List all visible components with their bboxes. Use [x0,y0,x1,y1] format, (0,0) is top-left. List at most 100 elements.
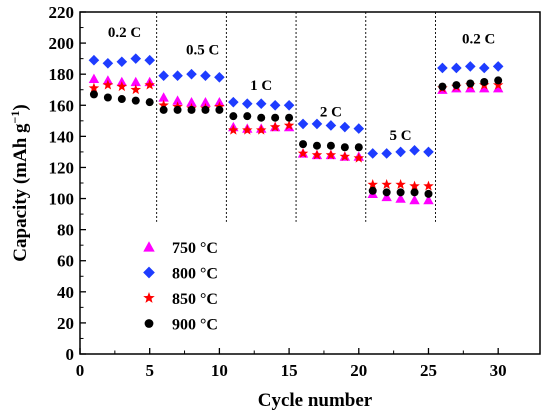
y-tick-label: 80 [57,221,74,240]
rate-label: 0.2 C [108,25,141,41]
data-point-circle [285,113,294,122]
data-point-circle [410,188,419,197]
y-tick-label: 200 [49,34,75,53]
data-point-circle [326,141,335,150]
rate-label: 0.2 C [462,31,495,47]
x-tick-label: 0 [76,361,85,380]
data-point-triangle [172,95,183,105]
data-point-circle [382,188,391,197]
data-point-diamond [102,58,114,69]
data-point-star [283,119,295,130]
data-point-triangle [130,76,141,87]
data-point-star [395,179,406,189]
data-point-star [409,180,420,191]
data-point-diamond [214,71,225,83]
data-point-diamond [451,62,462,74]
data-point-star [325,149,337,160]
data-point-diamond [423,146,434,158]
data-point-diamond [116,56,128,68]
data-point-circle [368,186,377,195]
rate-label: 2 C [320,104,342,120]
rate-label: 5 C [390,128,412,144]
x-tick-label: 10 [211,361,228,380]
data-point-triangle [381,191,392,202]
data-point-circle [494,76,503,85]
rate-label: 1 C [250,78,272,94]
legend: 750 °C 800 °C 850 °C 900 °C [143,240,218,334]
data-point-star [492,79,504,90]
data-point-triangle [409,194,420,205]
data-point-circle [354,143,363,152]
legend-label: 900 °C [172,317,218,334]
data-point-triangle [158,92,169,102]
y-axis-title: Capacity (mAh g−1) [8,104,31,261]
data-point-star [130,84,141,95]
data-point-star [255,124,267,135]
legend-marker-star [143,291,155,303]
data-marks-layer [88,53,504,205]
data-point-triangle [88,73,100,84]
data-point-star [102,79,114,90]
data-point-circle [438,82,447,91]
data-point-circle [187,105,196,114]
legend-label: 800 °C [172,266,218,283]
data-point-diamond [200,70,211,82]
data-point-diamond [283,99,295,111]
data-point-diamond [255,98,267,110]
legend-marker-triangle [143,241,155,252]
data-point-star [423,180,434,191]
data-point-circle [271,113,280,122]
data-point-circle [215,105,224,114]
data-point-star [144,79,155,90]
legend-marker-diamond [143,266,155,279]
data-point-diamond [409,145,420,156]
y-axis-title-sup: −1 [8,111,22,124]
data-point-star [116,81,128,92]
data-point-circle [145,98,154,107]
data-point-star [367,179,378,189]
y-tick-label: 160 [49,96,75,115]
x-tick-label: 25 [420,361,437,380]
data-point-diamond [465,61,476,72]
legend-marker-circle [144,319,154,328]
data-point-circle [452,81,461,90]
data-point-circle [159,105,168,114]
axis-ticks-layer: 0 5 10 15 20 25 30 0 20 40 60 80 100 120 140 160 180 200 2… [49,3,507,380]
data-point-circle [257,113,266,122]
y-tick-label: 120 [49,158,75,177]
data-point-diamond [478,62,490,74]
data-point-diamond [339,121,351,133]
data-point-star [242,124,253,135]
data-point-diamond [130,53,142,64]
legend-label: 750 °C [172,240,218,257]
data-point-triangle [465,82,476,93]
data-point-diamond [367,148,379,159]
data-point-star [297,147,309,158]
y-tick-label: 140 [49,127,75,146]
data-point-circle [229,112,238,121]
data-point-star [339,151,351,162]
data-point-circle [201,105,210,114]
data-point-diamond [353,123,365,134]
x-tick-label: 15 [281,361,298,380]
data-point-diamond [395,146,406,158]
rate-label: 0.5 C [186,42,219,58]
data-point-circle [243,112,252,121]
data-point-circle [424,189,433,198]
y-tick-label: 20 [57,314,74,333]
data-point-star [311,149,323,160]
data-point-circle [173,105,182,114]
data-point-star [269,121,281,132]
data-point-star [353,152,365,163]
data-point-diamond [158,70,169,82]
y-tick-label: 60 [57,252,74,271]
data-point-triangle [492,82,504,93]
data-point-diamond [297,118,309,130]
data-point-diamond [144,54,155,66]
data-point-diamond [269,99,281,111]
y-axis-title-main: Capacity (mAh g [10,123,31,262]
data-point-triangle [479,82,490,93]
y-tick-label: 180 [49,65,75,84]
data-point-circle [117,95,126,104]
data-point-diamond [311,118,323,130]
